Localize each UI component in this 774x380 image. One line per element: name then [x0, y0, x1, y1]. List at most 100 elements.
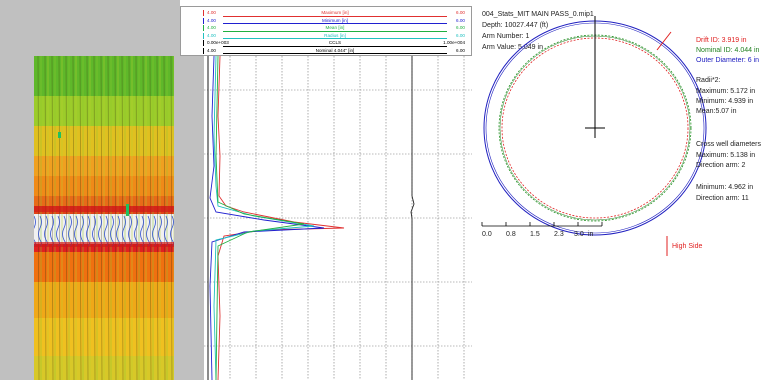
depth-label: Depth: 10027.447 (ft) [482, 22, 549, 29]
arm-stripe [68, 56, 70, 380]
cross-minimum: Minimum: 4.962 in [696, 184, 754, 191]
arm-stripe [117, 56, 119, 380]
arm-trace-line [107, 56, 110, 380]
drift-id-label: Drift ID: 3.919 in [696, 37, 747, 44]
arm-trace-line [58, 56, 61, 380]
axis-tick-label: 0.8 [506, 231, 516, 238]
color-map-band [34, 176, 174, 196]
arm-stripe [173, 56, 174, 380]
legend-row-min: 4.00 [207, 10, 216, 15]
legend-row-line [223, 38, 447, 39]
axis-tick-label: 3.0 [574, 231, 584, 238]
finger-caliper-color-map[interactable] [34, 56, 174, 380]
anomaly-edge [34, 206, 174, 212]
nominal-id-label: Nominal ID: 4.044 in [696, 47, 760, 54]
file-name-label: 004_Stats_MIT MAIN PASS_0.mip1 [482, 11, 594, 18]
legend-row-min: 4.00 [207, 25, 216, 30]
arm-stripe [47, 56, 49, 380]
radii-minimum: Minimum: 4.939 in [696, 98, 754, 105]
legend-row-tick [203, 17, 204, 24]
arm-trace-line [163, 56, 166, 380]
legend-row-name: CCLS [328, 40, 342, 45]
legend-row-max: 6.00 [456, 10, 465, 15]
legend-row-line [223, 53, 447, 54]
arm-stripe [54, 56, 56, 380]
color-map-band [34, 156, 174, 176]
arm-trace-line [65, 56, 68, 380]
legend-row[interactable]: 4.00 Nominal 4.044" [in] 6.00 [203, 47, 467, 56]
arm-stripe [110, 56, 112, 380]
arm-stripe [96, 56, 98, 380]
legend-row[interactable]: 0.00e+003 CCLS 1.00e+004 [203, 40, 467, 48]
legend-row-name: Mean [in] [325, 25, 345, 30]
cross-maximum: Maximum: 5.138 in [696, 152, 756, 159]
legend-row-name: Maximum [in] [321, 10, 349, 15]
legend-row-line [223, 23, 447, 24]
legend-row-min: 4.00 [207, 17, 216, 23]
legend-row[interactable]: 4.00 Maximum [in] 6.00 [203, 10, 467, 18]
legend-row-name: Radius [in] [324, 32, 346, 38]
axis-unit-label: in [588, 231, 594, 238]
legend-row[interactable]: 4.00 Radius [in] 6.00 [203, 32, 467, 41]
axis-tick-label: 2.3 [554, 231, 564, 238]
arm-trace-line [149, 56, 152, 380]
color-map-band [34, 356, 174, 380]
outer-diameter-label: Outer Diameter: 6 in [696, 57, 760, 64]
legend-row-tick [203, 10, 204, 16]
legend-row-min: 4.00 [207, 32, 216, 38]
arm-trace-line [156, 56, 159, 380]
minimum-curve [209, 56, 325, 380]
arm-number-label: Arm Number: 1 [482, 33, 530, 40]
arm-stripe [138, 56, 140, 380]
legend-row[interactable]: 4.00 Mean [in] 6.00 [203, 25, 467, 33]
legend-row-name: Minimum [in] [321, 17, 349, 23]
radii-maximum: Maximum: 5.172 in [696, 88, 756, 95]
legend-row-tick [203, 47, 204, 54]
arm-trace-line [100, 56, 103, 380]
color-map-band [34, 96, 174, 126]
arm-value-label: Arm Value: 5.049 in [482, 44, 543, 51]
arm-trace-line [170, 56, 173, 380]
color-map-band [34, 244, 174, 252]
arm-stripe [75, 56, 77, 380]
arm-trace-line [72, 56, 75, 380]
legend-row-min: 0.00e+003 [207, 40, 229, 45]
cross-diameters-title: Cross well diameters [696, 141, 761, 148]
polar-plot[interactable]: 0.0 0.8 1.5 2.3 3.0 in [474, 0, 774, 380]
legend-row-name: Nominal 4.044" [in] [315, 47, 355, 53]
arm-trace-line [44, 56, 47, 380]
legend-row-tick [203, 32, 204, 39]
cross-direction-arm-max: Direction arm: 2 [696, 162, 746, 169]
legend-row-min: 4.00 [207, 47, 216, 53]
cross-direction-arm-min: Direction arm: 11 [696, 195, 749, 202]
anomaly-edge [34, 242, 174, 247]
legend-row-tick [203, 40, 204, 46]
radii-mean: Mean:5.07 in [696, 108, 737, 115]
arm-trace-line [86, 56, 89, 380]
arm-stripe [89, 56, 91, 380]
legend-row-max: 6.00 [456, 32, 465, 38]
legend-row-line [223, 30, 447, 32]
caliper-cross-section-panel[interactable]: 004_Stats_MIT MAIN PASS_0.mip1 Depth: 10… [474, 0, 774, 380]
arm-marker [58, 132, 61, 138]
direction-marker [656, 31, 672, 51]
arm-trace-line [121, 56, 124, 380]
color-map-band [34, 126, 174, 156]
curve-legend[interactable]: 4.00 Maximum [in] 6.00 4.00 Minimum [in] 6.00… [180, 6, 472, 56]
color-map-band [34, 56, 174, 96]
mean-curve [215, 56, 305, 380]
color-map-band [34, 196, 174, 206]
log-view-panel[interactable]: 4.00 Maximum [in] 6.00 4.00 Minimum [in] 6.00… [0, 0, 472, 380]
radii-title: Radii*2: [696, 77, 721, 84]
arm-trace-line [142, 56, 145, 380]
arm-stripe [159, 56, 161, 380]
legend-row-line [223, 45, 447, 47]
curves-track[interactable] [204, 56, 472, 380]
legend-row-max: 6.00 [456, 47, 465, 53]
arm-stripe [131, 56, 133, 380]
arm-stripe [61, 56, 63, 380]
arm-stripe [145, 56, 147, 380]
arm-trace-line [79, 56, 82, 380]
legend-row[interactable]: 4.00 Minimum [in] 6.00 [203, 17, 467, 26]
legend-row-max: 6.00 [456, 25, 465, 30]
